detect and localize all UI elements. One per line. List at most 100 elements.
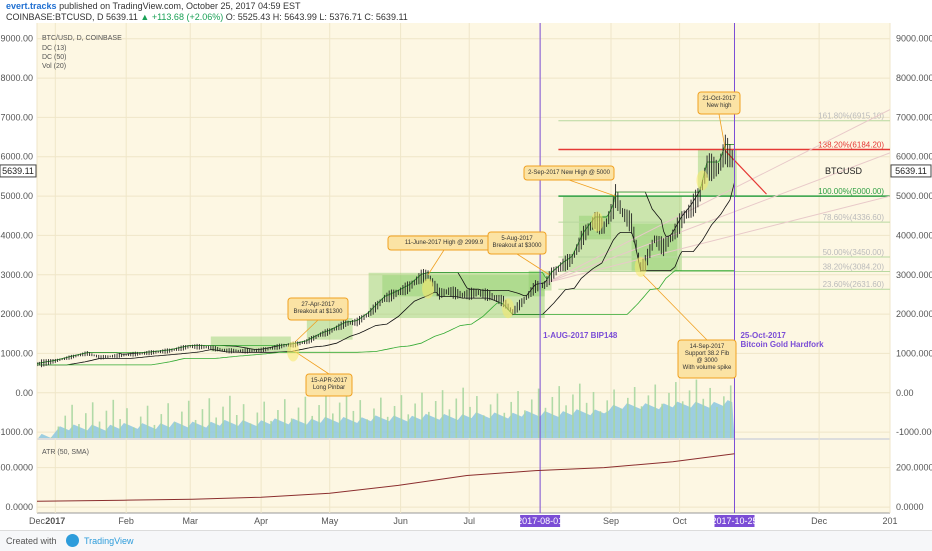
price-tick-left: 9000.00 [0,34,33,44]
footer: Created with TradingView [0,530,932,551]
volume-bar [654,384,657,438]
volume-bar [380,397,382,438]
callout-pointer [292,349,330,375]
price-tag-left [0,164,37,178]
volume-bar [318,405,320,438]
trend-ray [546,152,890,284]
fib-label: 38.20%(3084.20) [823,262,885,271]
atr-line [37,453,735,502]
highlight-ellipse [422,278,435,299]
price-chart-svg[interactable]: 161.80%(6915.10) 138.20%(6184.20) 100.00%(… [0,22,932,530]
volume-bar [675,382,677,438]
price-tick-left: 5000.00 [0,191,33,201]
volume-bar [688,390,691,438]
tradingview-link[interactable]: TradingView [84,536,134,546]
callout-text: Long Pinbar [313,385,345,391]
chart-area[interactable]: 161.80%(6915.10) 138.20%(6184.20) 100.00%(… [0,22,932,530]
volume-bar [146,405,149,438]
volume-bar [441,390,444,438]
price-tick-right: 0.00 [896,388,914,398]
volume-bar [338,402,341,438]
volume-bar [640,406,643,438]
volume-bar [98,421,101,438]
legend-dc13[interactable]: DC (13) [42,45,67,52]
price-tick-left: 8000.00 [0,73,33,83]
volume-bar [263,401,265,438]
volume-bar [242,404,245,438]
trend-ray [546,109,890,284]
time-tick: Dec [811,516,828,526]
consolidation-box [210,336,291,352]
price-tick-left: 4000.00 [0,230,33,240]
volume-bar [187,400,190,438]
volume-bar [297,407,300,438]
volume-bar [194,419,197,438]
legend-vol20[interactable]: Vol (20) [42,63,66,70]
volume-bar [448,409,451,438]
callout-pointer [295,319,319,342]
fib-label: 23.60%(2631.60) [823,280,885,289]
price-tick-left: -1000.00 [0,427,33,437]
volume-bar [599,411,602,438]
publish-header: evert.tracks published on TradingView.co… [0,0,932,22]
volume-bar [558,386,561,438]
volume-bar [627,397,629,438]
volume-bar [510,401,512,438]
callout-text: 2-Sep-2017 New High @ 5000 [528,170,610,176]
callout-text: @ 3000 [696,358,718,364]
volume-bar [167,403,169,438]
volume-bar [716,407,718,438]
atr-tick-right: 200.0000 [896,463,932,473]
volume-bar [434,401,437,438]
volume-bar [524,410,526,438]
callout-pointer [427,249,445,275]
event-label-2: Bitcoin Gold Hardfork [740,340,824,349]
volume-bar [57,426,60,438]
volume-bar [455,398,458,438]
author-link[interactable]: evert.tracks [6,1,57,11]
volume-bar [270,420,272,438]
event-label: 1-AUG-2017 BIP148 [543,331,618,340]
volume-bar [249,423,252,438]
volume-bar [702,398,705,438]
volume-bar [668,392,670,438]
volume-bar [462,387,464,438]
volume-bar [153,424,156,438]
volume-bar [311,415,314,438]
right-axis [890,23,932,513]
volume-bar [332,413,334,438]
callout-text: 27-Apr-2017 [301,302,335,308]
fib-label: 161.80%(6915.10) [818,112,884,121]
price-pane [37,23,890,438]
callout-text: With volume spike [683,365,732,371]
callout-text: Support 38.2 Fib [685,351,730,357]
high-value: H: 5643.99 [272,12,317,22]
atr-label: ATR (50, SMA) [42,449,89,456]
volume-bar [181,411,183,438]
volume-bar [366,419,368,438]
publish-info: published on TradingView.com, October 25… [59,1,301,11]
price-tick-right: 3000.000 [896,270,932,280]
volume-bar [469,406,471,438]
volume-bar [215,417,217,438]
highlight-ellipse [502,298,515,319]
callout-text: Breakout at $3000 [492,243,542,249]
event-label: 25-Oct-2017 [740,331,786,340]
volume-bar [304,396,307,438]
volume-bar [572,394,574,438]
volume-bar [393,405,396,438]
volume-bar [729,385,732,438]
time-tick: 2017 [45,516,65,526]
volume-bar [482,415,485,438]
legend-dc50[interactable]: DC (50) [42,54,67,61]
tradingview-logo-icon[interactable] [66,534,79,547]
volume-bar [229,395,231,438]
volume-bar [537,388,540,438]
volume-bar [585,402,588,438]
price-tick-left: 7000.00 [0,112,33,122]
volume-bar [174,422,176,438]
price-tag-right [890,164,932,178]
volume-bar [400,395,403,438]
volume-bar [277,410,279,438]
price-tick-left: 1000.00 [0,348,33,358]
